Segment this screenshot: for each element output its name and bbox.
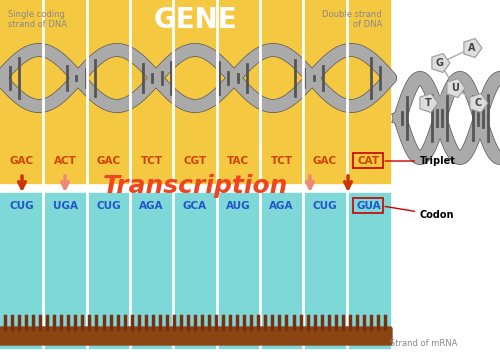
Text: AUG: AUG (226, 201, 250, 211)
Bar (0, 0, 390, 183)
Text: GAC: GAC (10, 156, 34, 166)
Text: Triplet: Triplet (385, 156, 456, 166)
Text: TAC: TAC (228, 156, 250, 166)
Polygon shape (447, 78, 465, 97)
Text: GCA: GCA (183, 201, 207, 211)
Text: UGA: UGA (52, 201, 78, 211)
Text: AGA: AGA (270, 201, 294, 211)
Text: CUG: CUG (96, 201, 120, 211)
Text: TCT: TCT (270, 156, 292, 166)
Text: C: C (474, 98, 482, 108)
Text: Codon: Codon (385, 207, 454, 220)
Polygon shape (420, 93, 438, 112)
Text: A: A (468, 43, 476, 53)
Text: G: G (436, 58, 444, 68)
Polygon shape (470, 93, 488, 112)
Text: T: T (424, 98, 432, 108)
Text: CAT: CAT (358, 156, 380, 166)
Text: GUA: GUA (356, 201, 380, 211)
Text: Strand of mRNA: Strand of mRNA (390, 339, 458, 348)
FancyBboxPatch shape (0, 327, 392, 345)
Text: CGT: CGT (184, 156, 206, 166)
Text: Transcription: Transcription (102, 174, 288, 198)
Text: Double strand
of DNA: Double strand of DNA (322, 10, 382, 29)
Polygon shape (432, 53, 450, 73)
Text: CUG: CUG (312, 201, 338, 211)
Text: ACT: ACT (54, 156, 76, 166)
Bar (0, 193, 390, 348)
Polygon shape (464, 39, 482, 58)
Text: GAC: GAC (96, 156, 120, 166)
Text: TCT: TCT (140, 156, 162, 166)
Text: GAC: GAC (313, 156, 337, 166)
Text: CUG: CUG (10, 201, 34, 211)
Text: AGA: AGA (140, 201, 164, 211)
Text: U: U (451, 83, 459, 93)
Text: Single coding
strand of DNA: Single coding strand of DNA (8, 10, 67, 29)
Text: GENE: GENE (153, 6, 237, 34)
